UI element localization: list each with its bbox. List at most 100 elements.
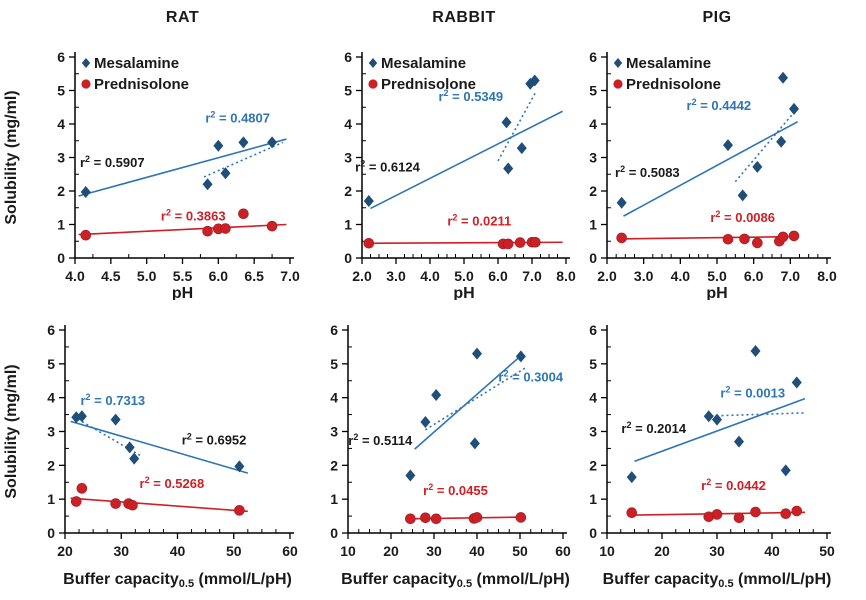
data-point-mesalamine: [267, 136, 278, 149]
legend-circle-icon: [368, 79, 378, 89]
y-tick-label: 6: [589, 322, 597, 338]
y-tick-label: 5: [589, 83, 597, 99]
r2-label: r2 = 0.6124: [355, 159, 420, 175]
r2-label: r2 = 0.0455: [423, 482, 488, 498]
y-tick-label: 0: [57, 250, 65, 266]
y-tick-label: 6: [344, 49, 352, 65]
data-point-mesalamine: [420, 416, 431, 429]
y-tick-label: 3: [344, 150, 352, 166]
y-tick-label: 6: [47, 322, 55, 338]
data-point-mesalamine: [515, 350, 526, 363]
data-point-mesalamine: [752, 160, 763, 173]
legend-circle-icon: [81, 79, 91, 89]
panel-svg: 0 1 2 3 4 5 6 2.0 3.0 4.0 5.0 6.0 7.0 8.0 PIG pH r2 = 0.…: [589, 9, 837, 302]
y-tick-label: 1: [330, 491, 338, 507]
data-point-mesalamine: [124, 441, 135, 454]
data-point-mesalamine: [110, 413, 121, 426]
y-tick-label: 3: [330, 424, 338, 440]
data-point-prednisolone: [530, 236, 541, 248]
data-point-prednisolone: [220, 223, 231, 234]
legend-diamond-icon: [81, 58, 91, 68]
data-point-mesalamine: [363, 195, 374, 208]
x-tick-label: 7.0: [781, 268, 801, 284]
legend-label: Prednisolone: [94, 76, 189, 93]
data-point-prednisolone: [234, 505, 245, 516]
data-point-prednisolone: [750, 506, 761, 518]
y-tick-label: 6: [57, 49, 65, 65]
r2-label: r2 = 0.0211: [447, 213, 511, 229]
legend-label: Mesalamine: [381, 55, 466, 72]
y-tick-label: 0: [589, 525, 597, 541]
y-tick-label: 0: [47, 525, 55, 541]
data-point-prednisolone: [616, 232, 627, 244]
x-tick-label: 5.0: [454, 268, 474, 284]
x-tick-label: 4.0: [420, 268, 440, 284]
r2-label: r2 = 0.0086: [710, 209, 775, 225]
y-tick-label: 5: [57, 83, 65, 99]
x-tick-label: 20: [383, 543, 399, 559]
data-point-prednisolone: [711, 509, 723, 520]
legend-label: Mesalamine: [626, 55, 711, 72]
data-point-mesalamine: [789, 102, 799, 115]
y-tick-label: 4: [330, 390, 338, 406]
x-tick-label: 8.0: [556, 268, 576, 284]
data-point-mesalamine: [129, 452, 140, 465]
data-point-mesalamine: [213, 139, 224, 152]
trend-line-mesalamine-solid: [70, 420, 249, 474]
x-tick-label: 6.0: [744, 268, 764, 284]
data-point-prednisolone: [788, 230, 800, 242]
x-tick-label: 7.0: [522, 268, 542, 284]
x-tick-label: 50: [512, 543, 528, 559]
data-point-mesalamine: [220, 167, 231, 180]
legend: Mesalamine Prednisolone: [613, 55, 721, 93]
y-tick-label: 2: [57, 183, 65, 199]
y-tick-label: 5: [47, 356, 55, 372]
data-point-prednisolone: [266, 220, 278, 232]
data-point-prednisolone: [110, 498, 121, 509]
data-point-mesalamine: [776, 135, 787, 148]
data-point-mesalamine: [529, 74, 540, 87]
trend-line-prednisolone-solid: [70, 497, 248, 513]
y-tick-label: 2: [344, 183, 352, 199]
trend-line-mesalamine-solid: [78, 138, 287, 197]
y-tick-label: 0: [330, 525, 338, 541]
panel-svg: 0 1 2 3 4 5 6 10 20 30 40 50 Buffer capacity0.5 (mmo…: [589, 322, 835, 590]
x-tick-label: 40: [469, 543, 485, 559]
panel-title: RAT: [166, 9, 199, 26]
y-tick-label: 4: [47, 390, 55, 406]
data-point-mesalamine: [501, 116, 512, 129]
x-tick-label: 6.0: [209, 268, 229, 284]
panel-rat-buffer: 0 1 2 3 4 5 6 20 30 40 50 60 Solubility (mg/ml) Buffe…: [0, 300, 300, 600]
data-point-prednisolone: [626, 507, 638, 518]
x-axis-title: Buffer capacity0.5 (mmol/L/pH): [63, 571, 292, 590]
data-point-mesalamine: [723, 139, 733, 152]
data-point-mesalamine: [712, 413, 722, 426]
data-point-prednisolone: [752, 237, 763, 249]
data-point-prednisolone: [471, 512, 483, 523]
data-point-prednisolone: [515, 512, 527, 523]
data-point-mesalamine: [616, 196, 627, 209]
data-point-mesalamine: [469, 437, 480, 450]
data-point-prednisolone: [722, 233, 734, 245]
r2-label: r2 = 0.5083: [615, 164, 680, 180]
x-tick-label: 8.0: [817, 268, 837, 284]
legend-diamond-icon: [368, 58, 378, 68]
data-point-prednisolone: [780, 508, 792, 520]
panel-svg: 0 1 2 3 4 5 6 2.0 3.0 4.0 5.0 6.0 7.0 8.0 RABBIT pH r2 =…: [344, 9, 576, 302]
x-tick-label: 4.0: [671, 268, 691, 284]
data-point-mesalamine: [472, 347, 482, 360]
x-tick-label: 3.0: [634, 268, 654, 284]
y-tick-label: 0: [589, 250, 597, 266]
panel-svg: 0 1 2 3 4 5 6 10 20 30 40 50 60 Buffer capacity0.5 (m…: [330, 322, 571, 590]
data-point-prednisolone: [238, 208, 249, 220]
panel-title: PIG: [702, 9, 731, 26]
trend-line-mesalamine-dotted: [497, 91, 537, 162]
r2-label: r2 = 0.5114: [348, 432, 413, 448]
data-point-prednisolone: [777, 231, 789, 243]
y-tick-label: 3: [589, 424, 597, 440]
x-tick-label: 6.0: [488, 268, 508, 284]
data-point-prednisolone: [127, 499, 138, 511]
x-tick-label: 30: [113, 543, 129, 559]
y-tick-label: 6: [330, 322, 338, 338]
data-point-mesalamine: [202, 178, 213, 191]
